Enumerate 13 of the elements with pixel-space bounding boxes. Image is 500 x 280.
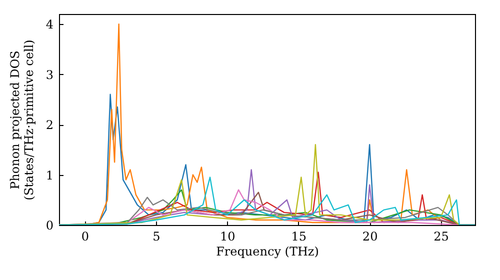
x-tick-label: 25 <box>434 230 449 244</box>
y-tick-label: 0 <box>46 218 54 232</box>
x-tick-label: 10 <box>220 230 236 244</box>
x-tick-label: 0 <box>81 230 89 244</box>
y-tick-label: 4 <box>46 18 54 32</box>
y-axis-title: Phonon projected DOS (States/THz·primitive cell) <box>8 40 36 200</box>
y-tick-label: 2 <box>46 118 54 132</box>
y-tick-label: 1 <box>46 168 54 182</box>
x-axis-title: Frequency (THz) <box>216 244 319 258</box>
x-tick-label: 5 <box>152 230 160 244</box>
x-tick-label: 20 <box>362 230 378 244</box>
x-tick-label: 15 <box>291 230 306 244</box>
y-tick-label: 3 <box>46 68 54 82</box>
